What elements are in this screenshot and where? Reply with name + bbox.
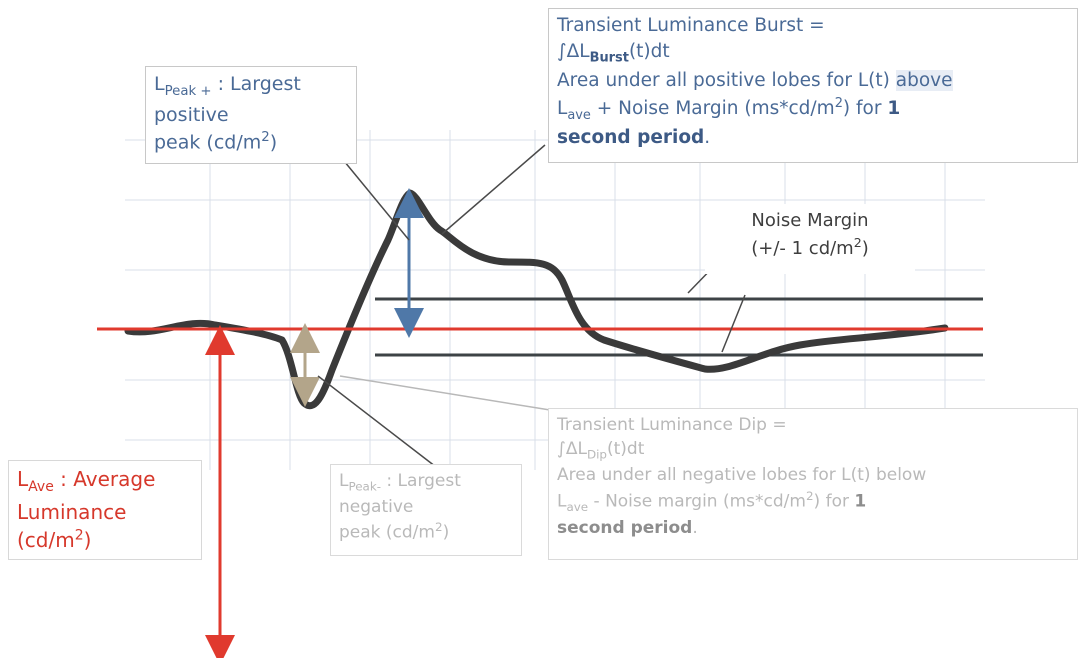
negative-peak-label: LPeak- : Largest negative peak (cd/m2) [330, 464, 522, 556]
noise-margin-label: Noise Margin (+/- 1 cd/m2) [705, 204, 915, 274]
luminance-signal-curve [124, 189, 949, 410]
transient-dip-label: Transient Luminance Dip = ∫ΔLDip(t)dt Ar… [548, 408, 1078, 560]
average-luminance-label: LAve : Average Luminance (cd/m2) [8, 460, 202, 560]
positive-peak-label: LPeak + : Largest positive peak (cd/m2) [145, 66, 357, 164]
transient-burst-label: Transient Luminance Burst = ∫ΔLBurst(t)d… [548, 8, 1078, 163]
leader-lines [317, 144, 746, 471]
